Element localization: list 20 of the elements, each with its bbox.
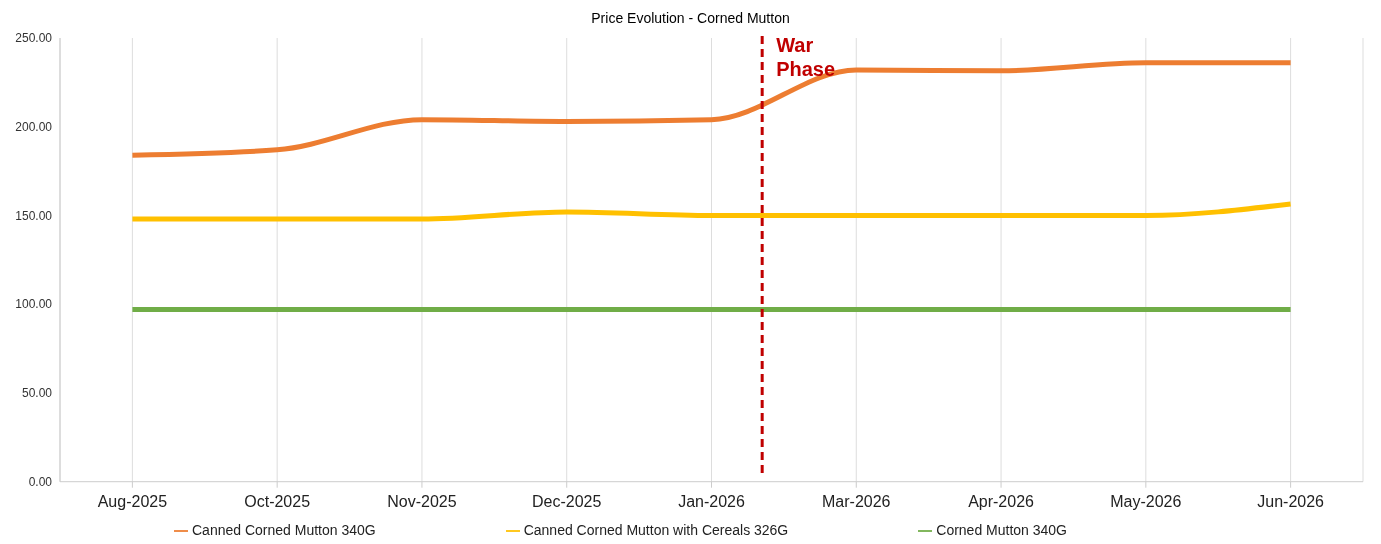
x-tick-label: Mar-2026 [822, 493, 891, 511]
x-tick-label: Apr-2026 [968, 493, 1035, 511]
chart-title: Price Evolution - Corned Mutton [590, 9, 791, 28]
legend-label: Canned Corned Mutton with Cereals 326G [523, 521, 789, 538]
x-tick-label: Jan-2026 [678, 493, 745, 511]
x-tick-label: Aug-2025 [97, 493, 168, 511]
annotation: War Phase [776, 34, 836, 80]
x-tick-label: Dec-2025 [532, 493, 602, 511]
x-tick-label: Oct-2025 [244, 493, 311, 511]
legend-label: Canned Corned Mutton 340G [191, 521, 376, 538]
y-tick-label: 100.00 [15, 297, 53, 312]
y-tick-label: 150.00 [15, 208, 53, 223]
y-tick-label: 250.00 [15, 31, 53, 46]
y-tick-label: 200.00 [15, 120, 53, 134]
y-tick-label: 50.00 [21, 386, 53, 401]
x-tick-label: Jun-2026 [1257, 493, 1325, 511]
legend-label: Corned Mutton 340G [936, 521, 1068, 538]
x-tick-label: Nov-2025 [387, 493, 457, 511]
x-tick-label: May-2026 [1110, 493, 1182, 511]
y-tick-label: 0.00 [28, 474, 53, 489]
